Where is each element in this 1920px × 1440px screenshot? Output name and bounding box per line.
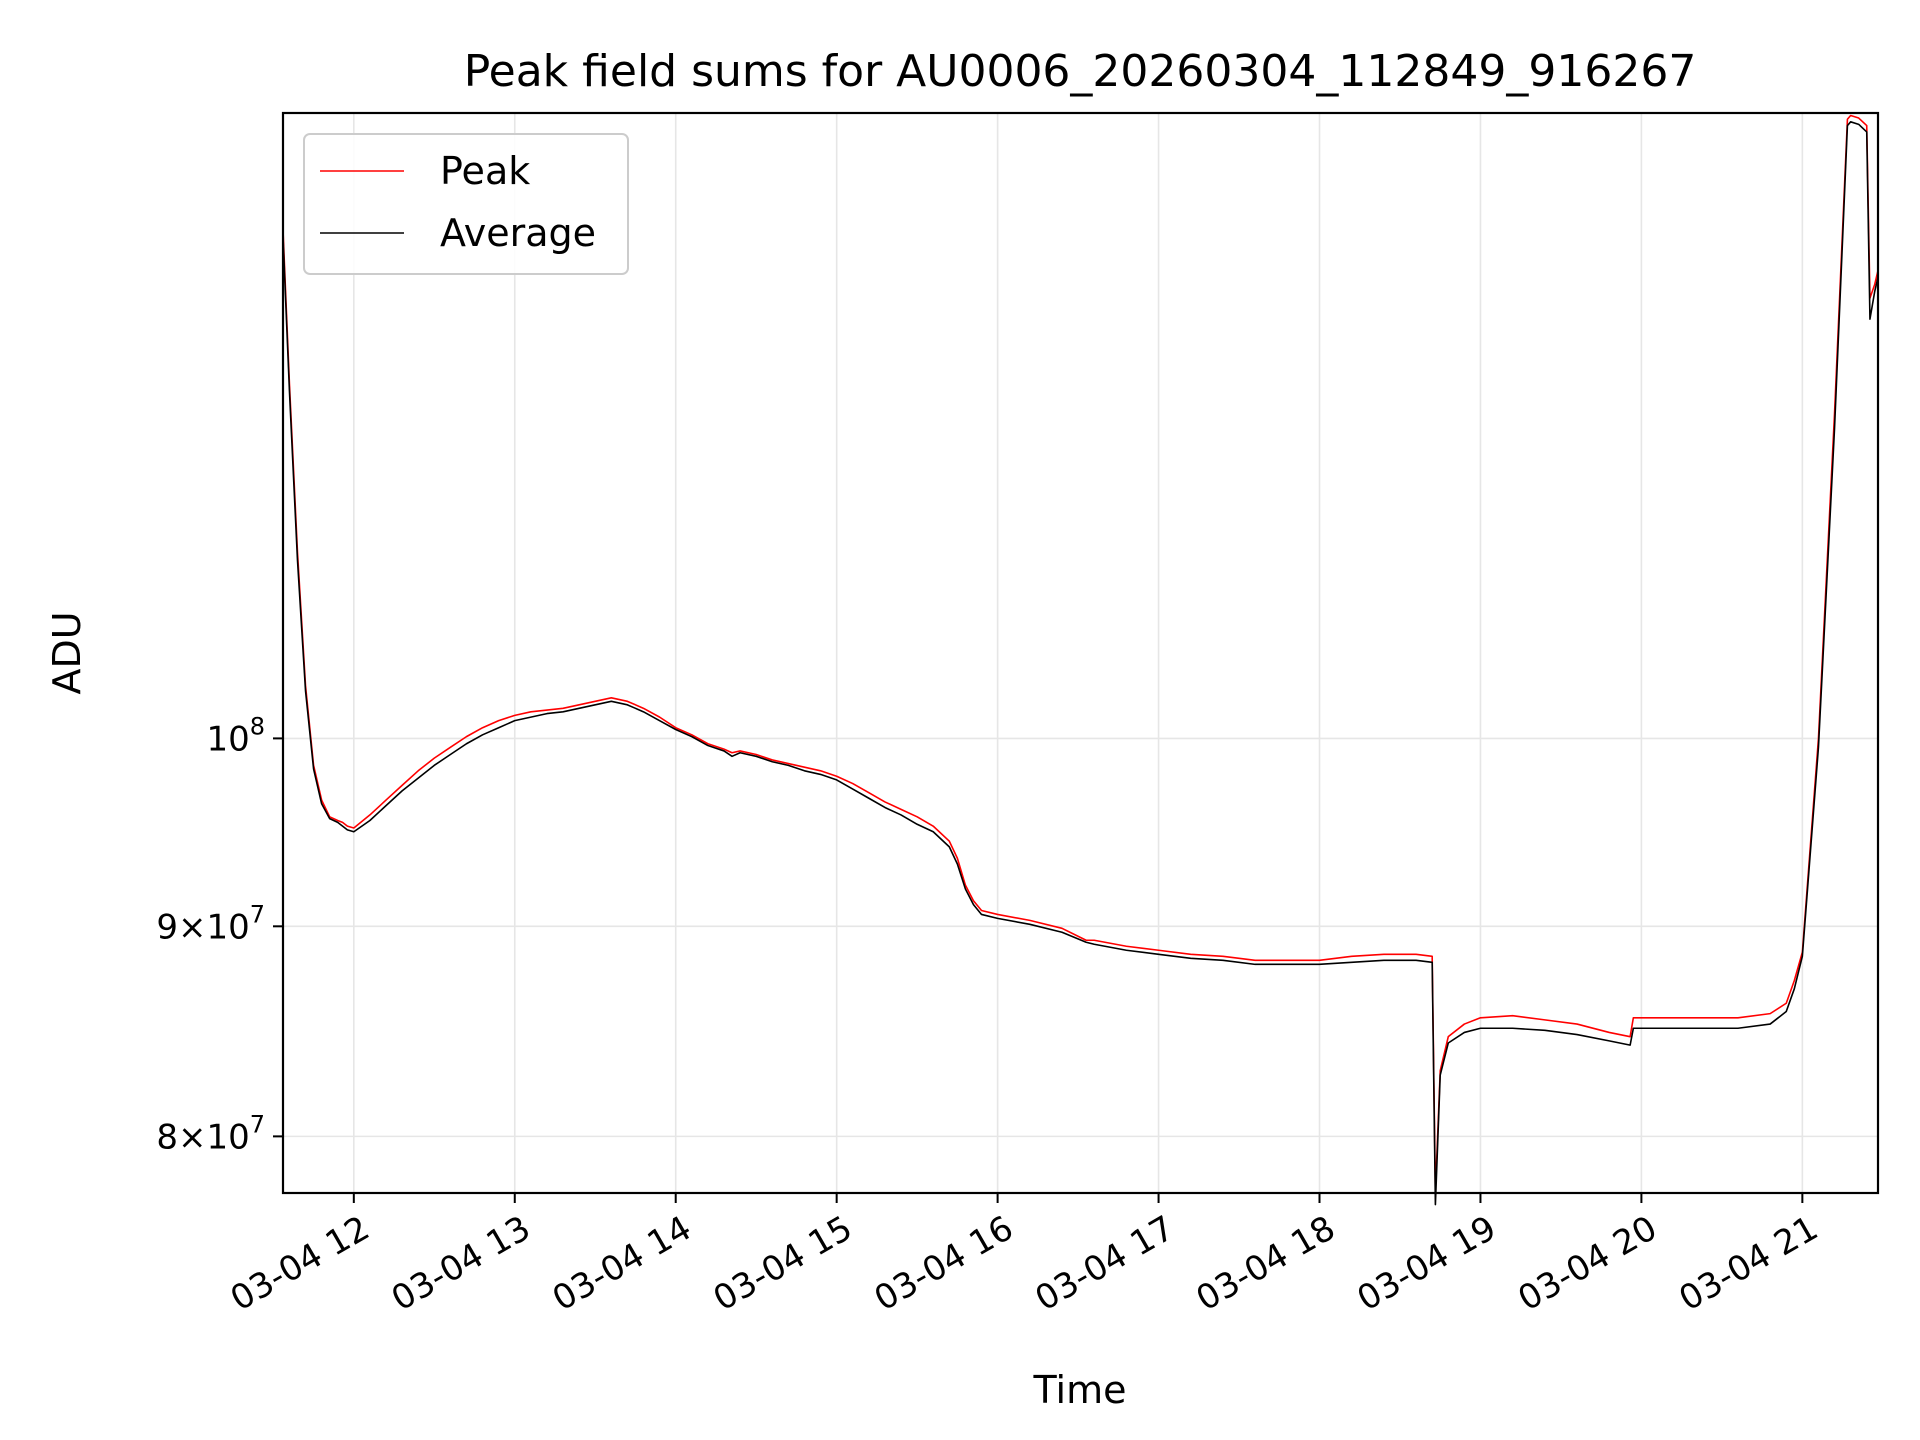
chart-title: Peak field sums for AU0006_20260304_1128… bbox=[464, 46, 1697, 97]
series-line-peak bbox=[282, 114, 1879, 1194]
legend: Peak Average bbox=[303, 133, 629, 275]
y-tick-label: 9×107 bbox=[156, 900, 265, 947]
y-tick-base: ×10 bbox=[178, 907, 250, 947]
y-tick-base: ×10 bbox=[178, 1117, 250, 1157]
y-tick-mantissa: 9 bbox=[156, 907, 178, 947]
legend-label-average: Average bbox=[440, 211, 596, 255]
series-group bbox=[282, 114, 1879, 1206]
y-tick-label: 108 bbox=[206, 712, 265, 759]
y-tick-label: 8×107 bbox=[156, 1110, 265, 1157]
x-axis-label: Time bbox=[1033, 1368, 1127, 1412]
y-tick-exponent: 8 bbox=[250, 712, 265, 740]
grid bbox=[283, 113, 1878, 1193]
series-line-average bbox=[282, 121, 1879, 1206]
y-tick-exponent: 7 bbox=[250, 900, 265, 928]
plot-frame bbox=[281, 111, 1880, 1195]
y-tick-exponent: 7 bbox=[250, 1110, 265, 1138]
legend-box bbox=[303, 133, 629, 275]
y-tick-base: 10 bbox=[206, 719, 249, 759]
y-axis-label: ADU bbox=[45, 611, 89, 694]
legend-label-peak: Peak bbox=[440, 149, 530, 193]
y-tick-mantissa: 8 bbox=[156, 1117, 178, 1157]
